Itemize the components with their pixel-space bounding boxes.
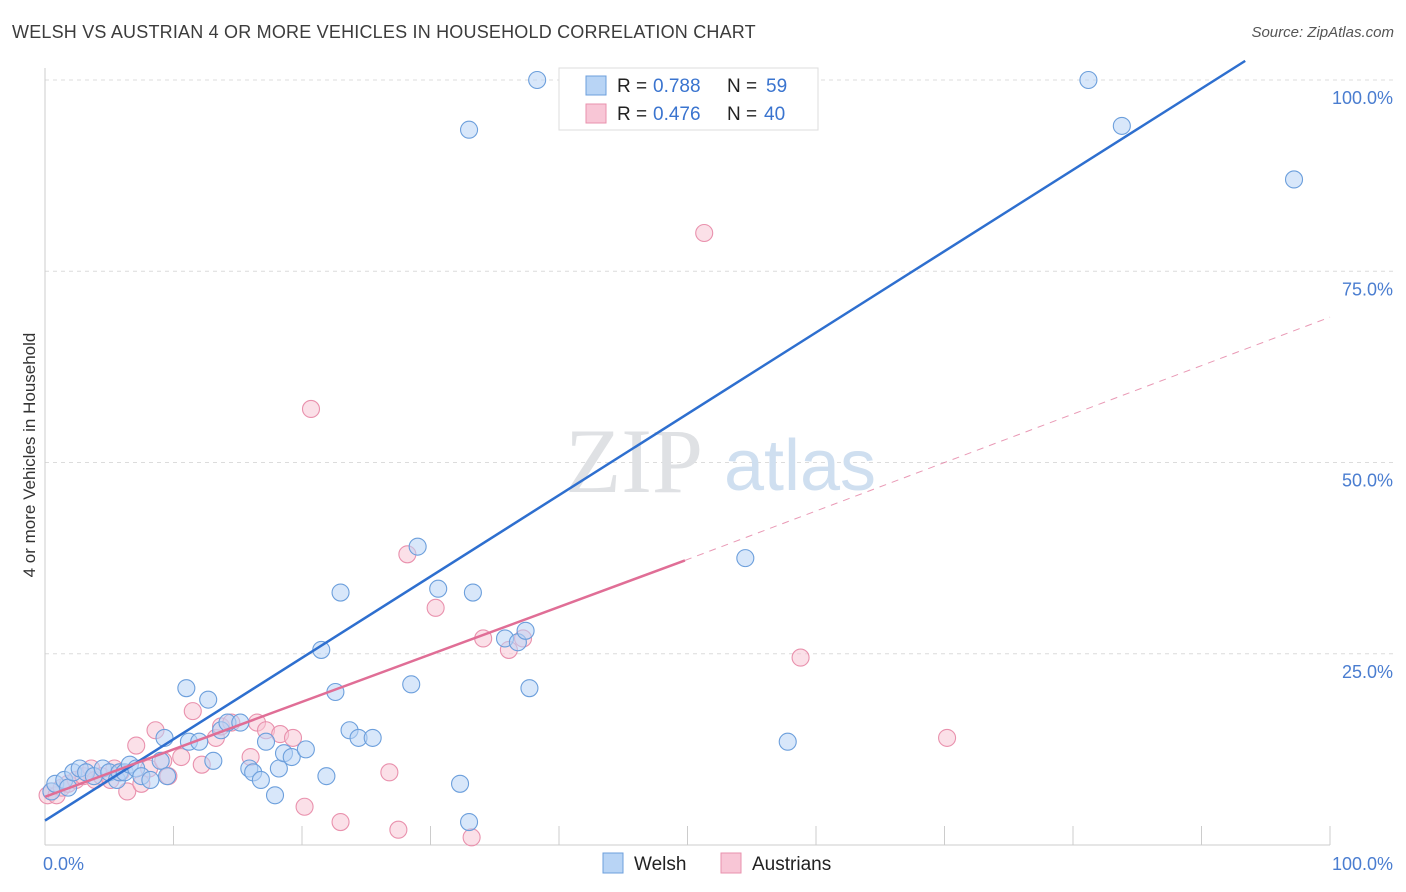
welsh-point: [331, 583, 350, 602]
welsh-point: [1112, 116, 1131, 135]
austrians-point: [695, 223, 714, 243]
welsh-point: [1284, 170, 1304, 189]
welsh-point: [158, 767, 177, 786]
austrians-trend-line: [44, 559, 686, 798]
legend-austrians-r-value: 0.476: [653, 104, 701, 125]
austrians-point: [295, 797, 314, 816]
welsh-point: [177, 679, 196, 698]
legend-welsh-n-value: 59: [766, 76, 787, 97]
legend-welsh-r-label: R =: [617, 76, 647, 97]
legend-swatch-welsh: [585, 75, 607, 96]
welsh-point: [451, 774, 470, 793]
gridlines: [45, 79, 1395, 655]
austrians-point: [380, 763, 399, 782]
austrians-trend-extension: [684, 316, 1331, 561]
welsh-point: [296, 740, 315, 759]
austrians-point: [462, 828, 481, 847]
bottom-legend-austrians: Austrians: [752, 854, 831, 875]
welsh-point: [459, 812, 479, 832]
austrians-point: [331, 812, 350, 832]
watermark-zip: ZIP: [565, 410, 703, 512]
watermark: ZIP atlas: [565, 410, 876, 512]
tick-labels: 25.0% 50.0% 75.0% 100.0% 0.0% 100.0%: [43, 88, 1393, 874]
y-tick-label: 25.0%: [1342, 662, 1393, 682]
welsh-point: [317, 767, 336, 786]
welsh-point: [736, 549, 755, 568]
trend-lines: [44, 59, 1331, 822]
chart-title: WELSH VS AUSTRIAN 4 OR MORE VEHICLES IN …: [12, 22, 756, 42]
welsh-point: [528, 70, 547, 90]
bottom-legend-welsh: Welsh: [634, 854, 686, 875]
welsh-point: [199, 690, 218, 709]
welsh-point: [408, 537, 427, 556]
y-tick-label: 50.0%: [1342, 471, 1393, 491]
welsh-points: [42, 70, 1304, 832]
austrians-point: [127, 736, 146, 755]
welsh-point: [778, 732, 797, 751]
axes: [44, 68, 1331, 846]
austrians-point: [938, 728, 957, 747]
austrians-point: [791, 648, 810, 667]
welsh-point: [265, 786, 285, 805]
welsh-point: [429, 579, 448, 598]
welsh-point: [463, 583, 482, 602]
welsh-point: [363, 728, 382, 747]
watermark-atlas: atlas: [724, 426, 876, 506]
welsh-point: [282, 747, 301, 767]
legend-welsh-r-value: 0.788: [653, 76, 701, 97]
legend-austrians-r-label: R =: [617, 104, 647, 125]
legend-welsh-n-label: N =: [727, 76, 757, 97]
welsh-point: [520, 679, 539, 698]
series-legend: Welsh Austrians: [602, 852, 831, 875]
legend-austrians-n-value: 40: [764, 104, 785, 125]
welsh-point: [402, 675, 421, 694]
stats-legend: R = 0.788 N = 59 R = 0.476 N = 40: [558, 67, 819, 131]
welsh-point: [204, 751, 223, 770]
welsh-trend-line: [44, 59, 1246, 822]
austrians-point: [172, 747, 191, 767]
legend-austrians-n-label: N =: [727, 104, 757, 125]
austrians-point: [301, 399, 321, 419]
austrians-point: [118, 782, 137, 801]
bottom-legend-swatch-welsh: [602, 852, 624, 874]
austrians-point: [389, 820, 408, 839]
welsh-point: [1079, 70, 1098, 90]
source-label: Source: ZipAtlas.com: [1251, 24, 1394, 41]
welsh-point: [516, 621, 535, 640]
welsh-point: [459, 120, 479, 139]
legend-swatch-austrians: [585, 103, 607, 124]
x-tick-label-max: 100.0%: [1332, 854, 1393, 874]
austrians-point: [183, 702, 202, 721]
x-tick-label-min: 0.0%: [43, 854, 84, 874]
welsh-point: [256, 732, 276, 751]
y-tick-label: 75.0%: [1342, 279, 1393, 299]
austrians-point: [283, 728, 303, 747]
y-tick-label: 100.0%: [1332, 88, 1393, 108]
austrians-point: [426, 598, 445, 617]
welsh-point: [141, 770, 160, 790]
bottom-legend-swatch-austrians: [720, 852, 742, 874]
welsh-point: [251, 770, 270, 790]
